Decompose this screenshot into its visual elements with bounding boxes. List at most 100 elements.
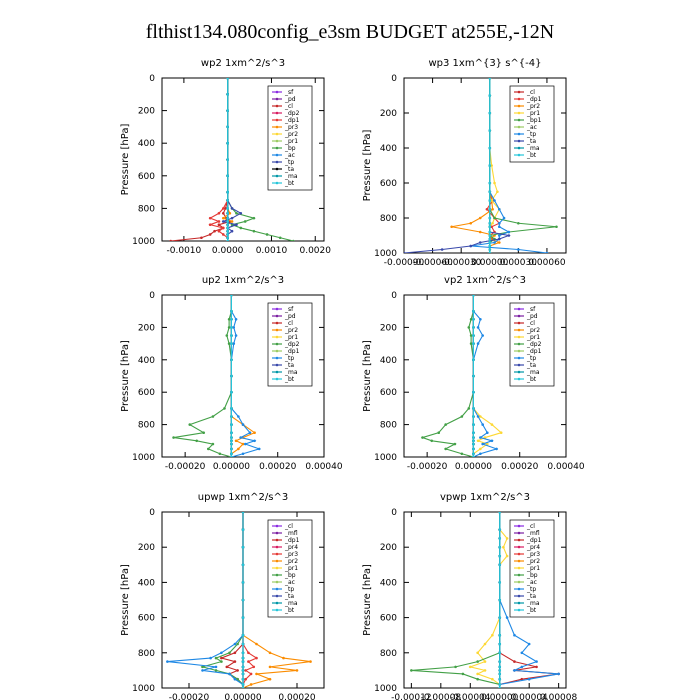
data-point [214, 656, 218, 660]
legend: _sf_pd_cl_pr2_pr1_dp2_dp1_tp_ta_ma_bt [267, 302, 313, 387]
x-tick-label: -0.0010 [167, 246, 202, 256]
data-point [237, 415, 240, 418]
legend-marker [275, 545, 279, 549]
legend-label: _pr4 [284, 544, 298, 551]
data-point [483, 660, 487, 663]
data-point [472, 452, 475, 456]
legend-label: _tp [284, 159, 294, 166]
data-point [230, 358, 233, 362]
data-point [472, 390, 475, 394]
data-point [217, 223, 221, 226]
data-point [476, 439, 480, 443]
data-point [241, 651, 245, 655]
data-point [488, 241, 492, 244]
data-point [252, 229, 256, 233]
data-point [490, 423, 494, 426]
data-point [479, 415, 482, 418]
data-point [499, 431, 503, 435]
data-point [472, 431, 475, 435]
legend-marker [517, 132, 521, 136]
data-point [227, 326, 231, 329]
legend-marker [517, 531, 521, 535]
data-point [498, 563, 502, 567]
y-tick-label: 600 [380, 388, 397, 398]
data-point [230, 436, 233, 439]
data-point [444, 447, 447, 451]
legend-marker [275, 377, 279, 381]
data-point [230, 415, 233, 418]
data-point [292, 239, 295, 241]
data-point [557, 672, 560, 676]
legend-label: _dp2 [284, 110, 300, 117]
data-point [450, 225, 453, 229]
data-point [498, 616, 502, 619]
data-point [481, 423, 484, 426]
data-point [479, 436, 482, 439]
y-tick-label: 800 [138, 421, 155, 431]
legend-label: _mfl [284, 530, 298, 537]
data-point [213, 229, 216, 233]
data-point [472, 436, 475, 439]
y-tick-label: 800 [138, 649, 155, 659]
data-point [488, 251, 492, 253]
legend-label: _cl [526, 523, 535, 530]
data-point [255, 656, 258, 660]
legend-marker [275, 370, 279, 374]
legend-marker [275, 531, 279, 535]
data-point [241, 442, 245, 446]
data-point [278, 236, 282, 240]
data-point [226, 125, 229, 129]
y-tick-label: 400 [138, 356, 155, 366]
data-point [488, 244, 492, 248]
data-point [255, 672, 258, 676]
data-point [257, 447, 261, 451]
data-point [226, 141, 229, 145]
y-tick-label: 200 [138, 323, 155, 333]
data-point [230, 216, 234, 220]
data-point [241, 512, 245, 514]
legend-label: _ma [526, 369, 540, 376]
data-point [230, 220, 234, 223]
data-point [488, 237, 492, 241]
data-point [488, 248, 492, 251]
legend-marker [275, 146, 279, 150]
data-point [230, 423, 233, 426]
data-point [513, 633, 516, 637]
y-tick-label: 400 [380, 144, 397, 154]
data-point [507, 230, 511, 234]
data-point [234, 318, 238, 321]
legend: _cl_mfl_dp1_pr4_pr3_pr2_pr1_bp_ac_tp_ta_… [509, 519, 555, 618]
data-point [234, 439, 238, 443]
legend-marker [517, 328, 521, 332]
data-point [497, 241, 501, 244]
data-point [228, 651, 231, 655]
data-point [224, 207, 227, 210]
legend-marker [275, 125, 279, 129]
legend-label: _pd [284, 96, 296, 103]
y-tick-label: 1000 [132, 684, 155, 694]
data-point [467, 326, 471, 329]
data-point [220, 651, 223, 655]
data-point [226, 158, 229, 161]
panel-title: vp2 1xm^2/s^3 [444, 275, 526, 286]
data-point [469, 334, 473, 337]
y-tick-label: 1000 [132, 237, 155, 247]
legend-label: _sf [284, 89, 294, 96]
data-point [472, 326, 475, 329]
legend-marker [517, 125, 521, 129]
data-point [232, 326, 236, 329]
data-point [478, 241, 482, 244]
data-point [493, 181, 496, 185]
legend-marker [275, 132, 279, 136]
data-point [241, 642, 245, 646]
y-tick-label: 0 [149, 291, 155, 301]
data-point [247, 660, 250, 663]
data-point [483, 642, 487, 646]
y-axis-label: Pressure [hPa] [120, 564, 131, 636]
data-point [241, 683, 245, 686]
data-point [226, 216, 229, 220]
legend-label: _pr1 [526, 110, 540, 117]
legend-label: _dp2 [526, 341, 542, 348]
data-point [493, 199, 496, 202]
data-point [472, 447, 475, 451]
